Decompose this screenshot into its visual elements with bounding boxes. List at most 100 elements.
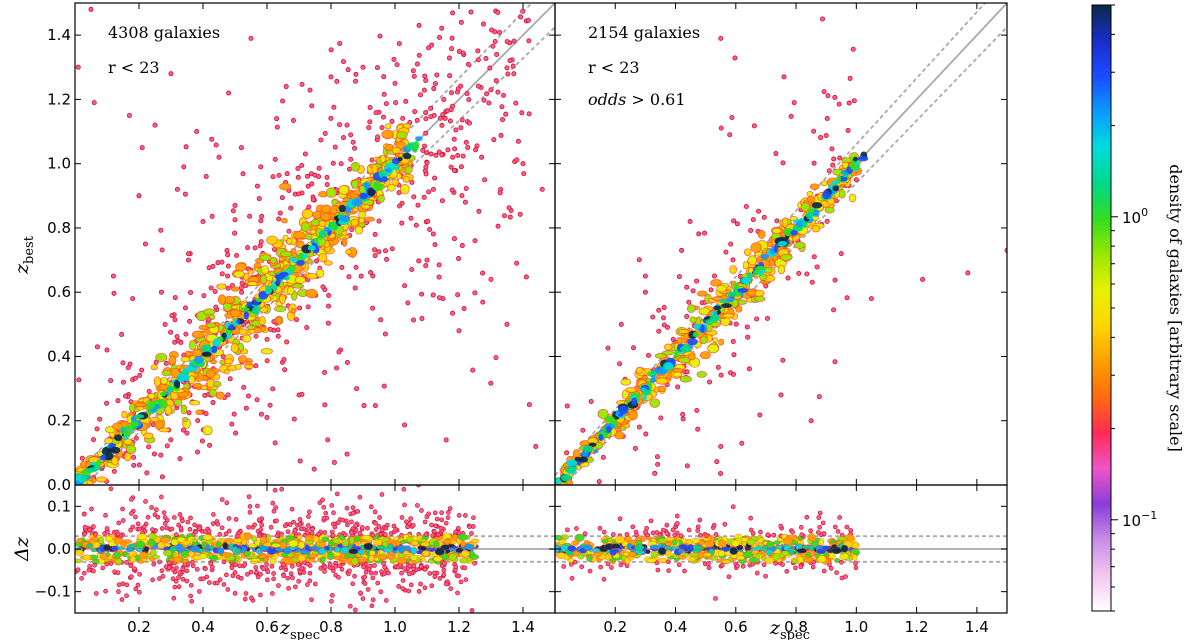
density-blob — [696, 290, 708, 297]
galaxy-point — [686, 527, 692, 533]
galaxy-point — [430, 292, 436, 298]
galaxy-point — [115, 531, 121, 537]
density-blob — [283, 547, 292, 555]
galaxy-point — [158, 227, 164, 233]
density-blob — [747, 255, 758, 266]
galaxy-point — [684, 284, 690, 290]
tick-label: 0.4 — [191, 618, 215, 636]
galaxy-point — [426, 511, 431, 517]
galaxy-point — [344, 505, 350, 511]
galaxy-point — [439, 122, 445, 128]
galaxy-point — [418, 581, 423, 587]
galaxy-point — [686, 299, 692, 305]
density-blob — [250, 557, 261, 562]
density-blob — [159, 377, 168, 385]
galaxy-point — [727, 132, 733, 138]
galaxy-point — [565, 527, 570, 533]
galaxy-point — [210, 400, 216, 406]
density-blob — [677, 555, 687, 560]
density-blob — [358, 210, 367, 219]
galaxy-point — [853, 177, 859, 183]
galaxy-point — [676, 562, 682, 568]
galaxy-point — [695, 524, 701, 530]
galaxy-point — [695, 528, 701, 533]
galaxy-point — [453, 127, 459, 133]
galaxy-point — [202, 393, 208, 399]
galaxy-point — [366, 566, 372, 572]
galaxy-point — [475, 83, 481, 89]
density-blob — [771, 227, 782, 234]
galaxy-point — [505, 71, 511, 77]
galaxy-point — [348, 156, 354, 162]
galaxy-point — [186, 410, 192, 416]
galaxy-point — [249, 595, 254, 601]
galaxy-point — [189, 560, 195, 565]
density-blob — [346, 553, 356, 559]
density-core — [726, 296, 735, 303]
galaxy-point — [344, 451, 350, 457]
galaxy-point — [718, 443, 724, 449]
density-blob — [136, 540, 146, 549]
galaxy-point — [429, 42, 435, 48]
density-blob — [246, 281, 259, 287]
galaxy-point — [334, 365, 340, 371]
galaxy-point — [382, 248, 388, 254]
galaxy-point — [410, 522, 416, 528]
galaxy-point — [276, 216, 282, 222]
density-blob — [702, 552, 712, 557]
galaxy-point — [773, 151, 779, 157]
galaxy-point — [439, 510, 445, 516]
galaxy-point — [473, 147, 479, 153]
density-blob — [339, 546, 350, 555]
left-magcut-annotation: r < 23 — [108, 58, 160, 77]
galaxy-point — [120, 360, 126, 366]
galaxy-point — [423, 171, 429, 177]
density-blob — [152, 554, 160, 560]
galaxy-point — [340, 517, 346, 523]
galaxy-point — [423, 116, 429, 122]
galaxy-point — [436, 274, 442, 280]
galaxy-point — [233, 562, 238, 568]
left-residual-panel — [75, 485, 555, 613]
galaxy-point — [799, 532, 805, 537]
galaxy-point — [424, 160, 430, 166]
density-core — [330, 222, 336, 230]
density-blob — [783, 537, 793, 545]
galaxy-point — [306, 204, 312, 210]
galaxy-point — [129, 574, 134, 580]
density-blob — [267, 547, 277, 555]
tick-label: 1.4 — [511, 618, 535, 636]
density-blob — [387, 554, 396, 560]
galaxy-point — [405, 300, 411, 306]
galaxy-point — [636, 257, 642, 263]
galaxy-point — [399, 220, 405, 226]
density-blob — [678, 543, 689, 550]
galaxy-point — [353, 71, 359, 77]
density-blob — [601, 538, 609, 544]
galaxy-point — [702, 230, 708, 236]
galaxy-point — [574, 526, 579, 531]
galaxy-point — [217, 577, 223, 583]
galaxy-point — [307, 509, 312, 515]
galaxy-point — [150, 422, 156, 428]
galaxy-point — [124, 582, 130, 588]
galaxy-point — [427, 226, 433, 232]
galaxy-point — [731, 218, 737, 224]
density-blob — [75, 542, 84, 547]
galaxy-point — [443, 581, 449, 587]
galaxy-point — [322, 131, 328, 137]
galaxy-point — [115, 570, 121, 576]
tick-label: 1.2 — [47, 90, 71, 108]
galaxy-point — [184, 568, 190, 574]
galaxy-point — [259, 522, 265, 528]
density-blob — [469, 554, 480, 560]
odds-word: odds — [588, 90, 626, 109]
galaxy-point — [116, 520, 122, 526]
galaxy-point — [658, 415, 664, 421]
galaxy-point — [203, 566, 208, 572]
galaxy-point — [323, 510, 329, 516]
galaxy-point — [173, 578, 179, 584]
galaxy-point — [111, 468, 117, 474]
galaxy-point — [730, 257, 736, 263]
galaxy-point — [426, 45, 432, 51]
